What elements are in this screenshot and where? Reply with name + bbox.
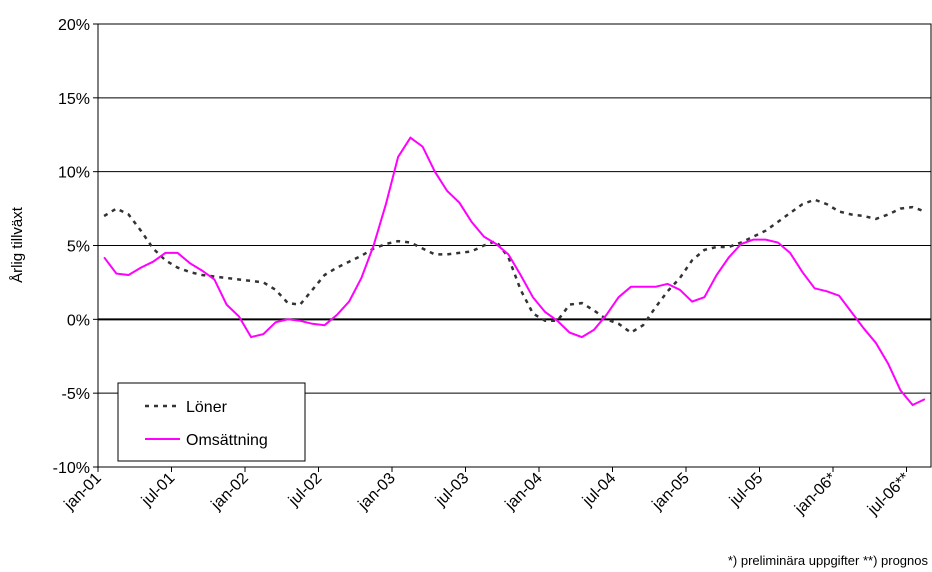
x-tick-label: jul-03 xyxy=(432,470,472,510)
x-tick-label: jul-02 xyxy=(285,470,325,510)
legend-box xyxy=(117,382,306,462)
footnote: *) preliminära uppgifter **) prognos xyxy=(728,553,929,568)
y-tick-label: 15% xyxy=(58,91,90,108)
y-tick-label: 5% xyxy=(67,239,90,256)
legend-label: Omsättning xyxy=(186,432,268,449)
y-tick-label: 10% xyxy=(58,165,90,182)
x-tick-label: jan-05 xyxy=(649,470,693,514)
y-tick-label: 20% xyxy=(58,17,90,34)
y-axis-label: Årlig tillväxt xyxy=(9,206,26,283)
series-line xyxy=(103,136,926,407)
series-line xyxy=(103,198,926,335)
x-tick-label: jul-05 xyxy=(726,470,766,510)
y-tick-label: -10% xyxy=(53,460,90,477)
legend: Löner Omsättning xyxy=(117,382,306,462)
y-tick-label: -5% xyxy=(62,386,90,403)
x-tick-label: jul-06** xyxy=(864,470,913,519)
legend-label: Löner xyxy=(186,399,228,416)
x-tick-label: jan-02 xyxy=(208,470,252,514)
x-tick-label: jul-01 xyxy=(138,470,178,510)
x-tick-label: jan-06* xyxy=(791,470,840,519)
x-tick-label: jan-03 xyxy=(355,470,399,514)
x-tick-label: jul-04 xyxy=(579,470,619,510)
y-tick-label: 0% xyxy=(67,312,90,329)
x-tick-label: jan-04 xyxy=(502,470,546,514)
